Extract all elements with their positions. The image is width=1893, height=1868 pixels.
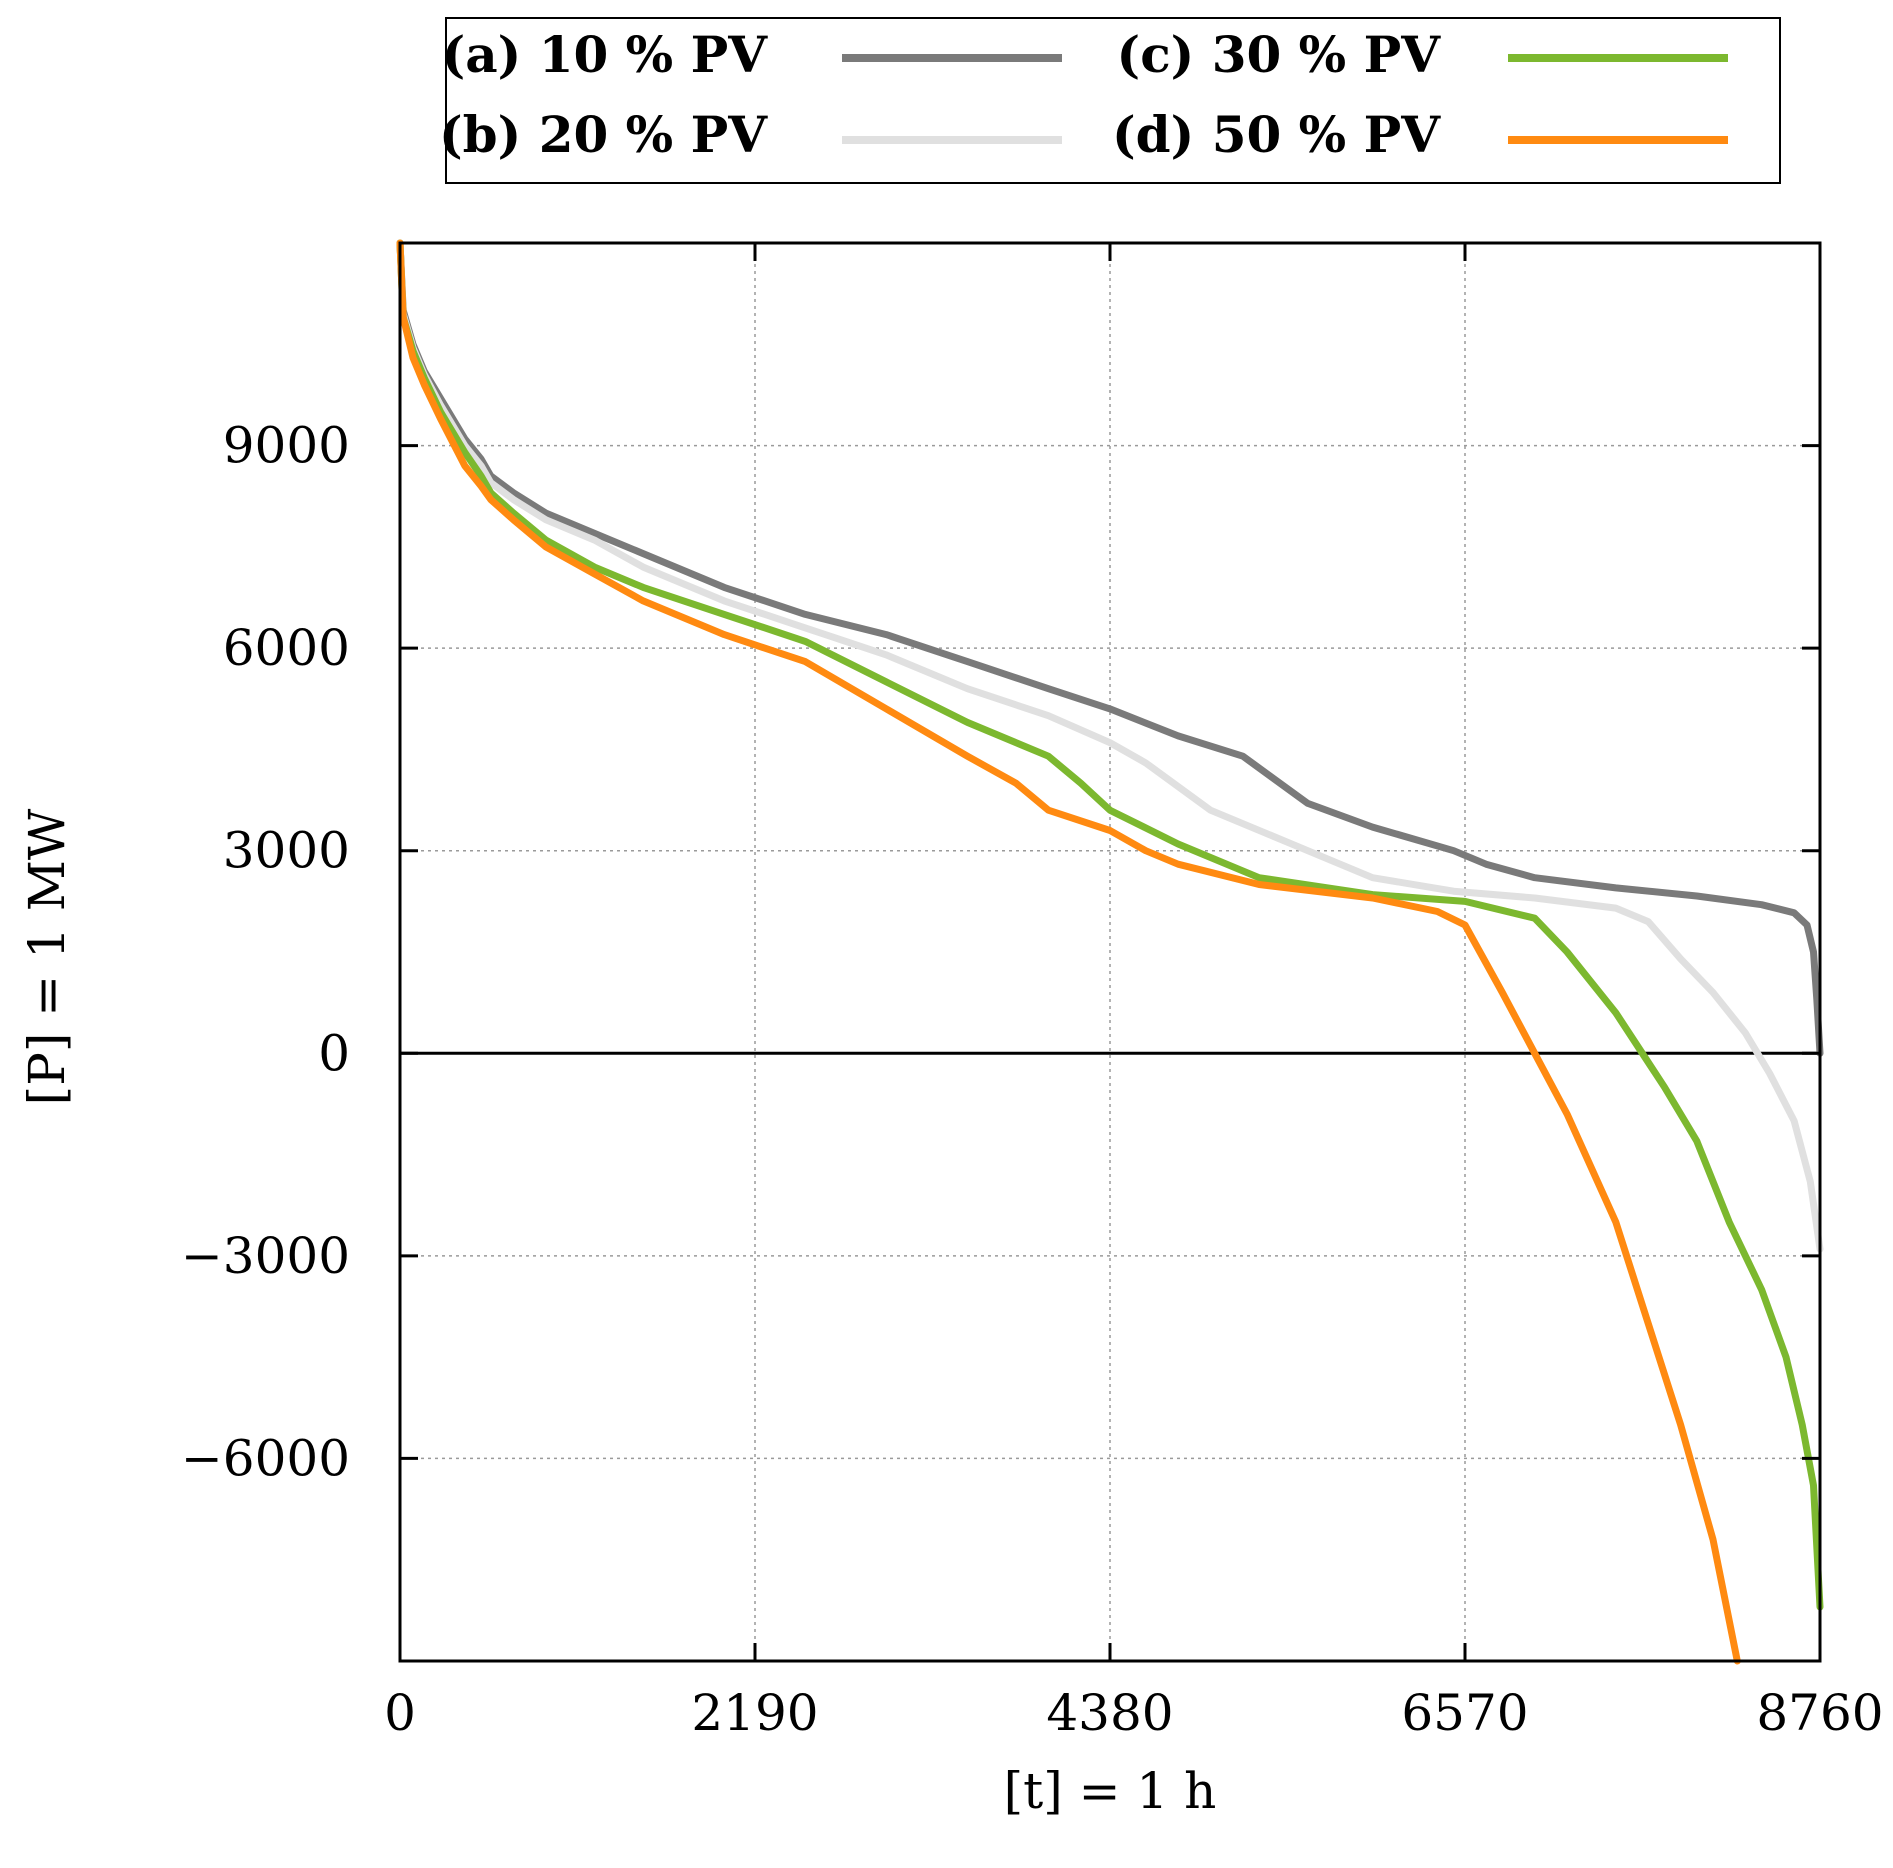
y-tick-label: 9000: [223, 417, 350, 475]
series-line-a: [396, 239, 1824, 1057]
x-tick-label: 0: [384, 1684, 416, 1742]
legend-label-b: (b) 20 % PV: [439, 105, 768, 164]
grid: [400, 243, 1820, 1661]
frame-group: [398, 241, 1822, 1663]
y-tick-label: −3000: [181, 1227, 350, 1285]
legend-box: [445, 17, 1781, 184]
y-axis-label: [P] = 1 MW: [18, 808, 76, 1105]
x-tick-label: 6570: [1401, 1684, 1528, 1742]
legend-label-c: (c) 30 % PV: [1117, 25, 1442, 84]
x-axis-label: [t] = 1 h: [1004, 1762, 1217, 1820]
x-tick-label: 8760: [1756, 1684, 1883, 1742]
y-tick-labels: −6000 −3000 0 3000 6000 9000: [181, 417, 350, 1488]
y-tick-label: −6000: [181, 1429, 350, 1487]
x-tick-labels: 0 2190 4380 6570 8760: [384, 1684, 1884, 1742]
x-tick-label: 2190: [691, 1684, 818, 1742]
x-tick-label: 4380: [1046, 1684, 1173, 1742]
y-tick-label: 3000: [223, 822, 350, 880]
series-group: [396, 239, 1824, 1665]
legend-label-d: (d) 50 % PV: [1112, 105, 1441, 164]
legend: (a) 10 % PV (b) 20 % PV (c) 30 % PV (d) …: [439, 17, 1781, 184]
y-tick-label: 6000: [223, 619, 350, 677]
series-line-d: [396, 239, 1741, 1665]
series-line-b: [396, 239, 1824, 1253]
legend-label-a: (a) 10 % PV: [442, 25, 769, 84]
series-line-c: [396, 239, 1824, 1611]
y-tick-label: 0: [318, 1024, 350, 1082]
